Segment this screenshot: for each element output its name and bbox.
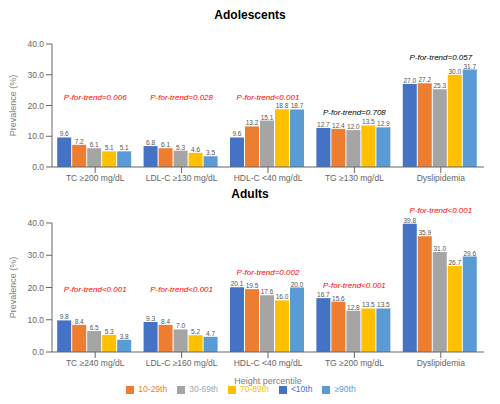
- svg-text:P-for-trend<0.001: P-for-trend<0.001: [409, 206, 472, 215]
- svg-text:5.2: 5.2: [191, 328, 200, 335]
- svg-text:35.9: 35.9: [418, 229, 431, 236]
- svg-text:7.2: 7.2: [75, 138, 84, 145]
- svg-text:6.5: 6.5: [90, 324, 99, 331]
- html-text:≥90th: ≥90th: [334, 384, 356, 394]
- svg-text:7.0: 7.0: [176, 322, 185, 329]
- svg-text:6.1: 6.1: [161, 141, 170, 148]
- svg-text:16.0: 16.0: [276, 293, 289, 300]
- svg-text:15.6: 15.6: [332, 295, 345, 302]
- svg-text:10.0: 10.0: [27, 315, 44, 325]
- svg-text:13.5: 13.5: [362, 118, 375, 125]
- svg-text:LDL-C ≥130 mg/dL: LDL-C ≥130 mg/dL: [146, 173, 218, 183]
- svg-text:6.1: 6.1: [90, 141, 99, 148]
- svg-text:5.1: 5.1: [105, 144, 114, 151]
- svg-text:P-for-trend<0.001: P-for-trend<0.001: [64, 285, 127, 294]
- svg-text:Height percentile: Height percentile: [234, 376, 302, 386]
- html-text:70-89th: 70-89th: [240, 384, 269, 394]
- svg-text:13.5: 13.5: [377, 301, 390, 308]
- svg-text:HDL-C <40 mg/dL: HDL-C <40 mg/dL: [234, 173, 303, 183]
- svg-text:18.8: 18.8: [276, 102, 289, 109]
- svg-text:13.5: 13.5: [362, 301, 375, 308]
- svg-text:26.7: 26.7: [448, 259, 461, 266]
- svg-text:5.3: 5.3: [176, 144, 185, 151]
- svg-text:29.6: 29.6: [463, 250, 476, 257]
- svg-text:19.5: 19.5: [246, 282, 259, 289]
- svg-text:12.4: 12.4: [332, 122, 345, 129]
- svg-text:0.0: 0.0: [32, 347, 44, 357]
- svg-text:5.3: 5.3: [105, 328, 114, 335]
- html-text:Adolescents: Adolescents: [214, 8, 286, 22]
- svg-text:20.0: 20.0: [27, 283, 44, 293]
- svg-text:10.0: 10.0: [27, 131, 44, 141]
- svg-text:Dyslipidemia: Dyslipidemia: [417, 358, 465, 368]
- svg-text:3.5: 3.5: [206, 149, 215, 156]
- svg-text:TG ≥200 mg/dL: TG ≥200 mg/dL: [325, 358, 384, 368]
- html-text:10-29th: 10-29th: [138, 384, 168, 394]
- svg-text:Prevalence (%): Prevalence (%): [8, 257, 18, 319]
- svg-text:0.0: 0.0: [32, 162, 44, 172]
- svg-text:15.1: 15.1: [261, 114, 274, 121]
- svg-text:18.7: 18.7: [291, 102, 304, 109]
- svg-text:31.0: 31.0: [433, 245, 446, 252]
- svg-text:39.8: 39.8: [403, 217, 416, 224]
- svg-text:LDL-C ≥160 mg/dL: LDL-C ≥160 mg/dL: [146, 358, 218, 368]
- html-text:Adults: Adults: [231, 187, 269, 201]
- svg-text:5.1: 5.1: [120, 144, 129, 151]
- svg-text:27.0: 27.0: [403, 77, 416, 84]
- svg-text:4.7: 4.7: [206, 330, 215, 337]
- svg-text:TC ≥200 mg/dL: TC ≥200 mg/dL: [66, 173, 125, 183]
- svg-text:9.6: 9.6: [60, 130, 69, 137]
- svg-text:25.3: 25.3: [433, 82, 446, 89]
- svg-text:8.4: 8.4: [161, 318, 170, 325]
- svg-text:12.8: 12.8: [347, 304, 360, 311]
- svg-text:P-for-trend=0.057: P-for-trend=0.057: [409, 53, 472, 62]
- svg-text:Prevalence (%): Prevalence (%): [8, 75, 18, 137]
- svg-text:40.0: 40.0: [27, 218, 44, 228]
- svg-text:9.3: 9.3: [146, 315, 155, 322]
- svg-text:20.0: 20.0: [27, 101, 44, 111]
- svg-text:Dyslipidemia: Dyslipidemia: [417, 173, 465, 183]
- svg-text:P-for-trend=0.708: P-for-trend=0.708: [323, 108, 386, 117]
- svg-text:8.4: 8.4: [75, 318, 84, 325]
- svg-text:9.8: 9.8: [60, 313, 69, 320]
- svg-text:4.6: 4.6: [191, 146, 200, 153]
- svg-text:6.8: 6.8: [146, 139, 155, 146]
- svg-text:17.6: 17.6: [261, 288, 274, 295]
- svg-text:P-for-trend=0.006: P-for-trend=0.006: [64, 93, 127, 102]
- svg-text:HDL-C <40 mg/dL: HDL-C <40 mg/dL: [234, 358, 303, 368]
- svg-text:12.9: 12.9: [377, 120, 390, 127]
- svg-text:TC ≥240 mg/dL: TC ≥240 mg/dL: [66, 358, 125, 368]
- svg-text:27.2: 27.2: [418, 76, 431, 83]
- svg-text:P-for-trend<0.001: P-for-trend<0.001: [150, 285, 213, 294]
- svg-text:30.0: 30.0: [27, 250, 44, 260]
- html-text:<10th: <10th: [290, 384, 313, 394]
- svg-text:13.2: 13.2: [246, 119, 259, 126]
- svg-text:P-for-trend<0.001: P-for-trend<0.001: [323, 281, 386, 290]
- svg-text:20.1: 20.1: [231, 280, 244, 287]
- svg-text:40.0: 40.0: [27, 39, 44, 49]
- svg-text:9.6: 9.6: [232, 130, 241, 137]
- svg-text:P-for-trend<0.001: P-for-trend<0.001: [237, 93, 300, 102]
- svg-text:31.7: 31.7: [463, 63, 476, 70]
- svg-text:16.7: 16.7: [317, 291, 330, 298]
- html-text:30-69th: 30-69th: [189, 384, 218, 394]
- svg-text:12.7: 12.7: [317, 121, 330, 128]
- svg-text:P-for-trend=0.002: P-for-trend=0.002: [237, 268, 300, 277]
- svg-text:20.0: 20.0: [291, 281, 304, 288]
- svg-text:30.0: 30.0: [448, 68, 461, 75]
- svg-text:30.0: 30.0: [27, 70, 44, 80]
- svg-text:P-for-trend=0.028: P-for-trend=0.028: [150, 93, 213, 102]
- svg-text:3.8: 3.8: [120, 333, 129, 340]
- svg-text:12.0: 12.0: [347, 123, 360, 130]
- svg-text:TG ≥130 mg/dL: TG ≥130 mg/dL: [325, 173, 384, 183]
